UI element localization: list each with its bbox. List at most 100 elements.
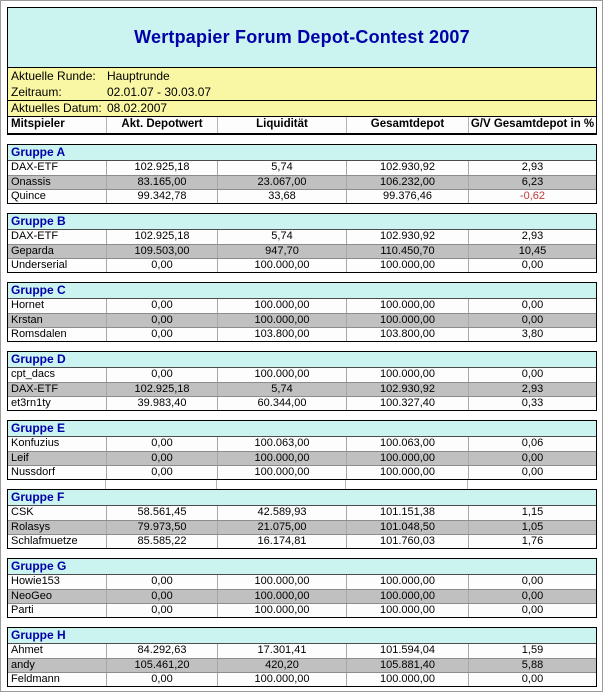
gesamtdepot-cell: 101.760,03 [346, 535, 468, 548]
player-row: Feldmann 0,00 100.000,00 100.000,00 0,00 [8, 672, 596, 686]
gv-cell: 1,05 [468, 521, 596, 534]
gv-cell: 1,76 [468, 535, 596, 548]
gap-rule [345, 480, 467, 489]
gap-rule [467, 480, 595, 489]
liquiditaet-cell: 947,70 [217, 245, 346, 258]
player-row: DAX-ETF 102.925,18 5,74 102.930,92 2,93 [8, 161, 596, 175]
gesamtdepot-cell: 105.881,40 [346, 659, 468, 672]
gesamtdepot-cell: 100.327,40 [346, 397, 468, 410]
group-gruppe-a: Gruppe A DAX-ETF 102.925,18 5,74 102.930,92 2… [7, 144, 597, 204]
group-gap [7, 411, 597, 420]
gv-cell: 6,23 [468, 176, 596, 189]
group-gap [7, 342, 597, 351]
player-row: Geparda 109.503,00 947,70 110.450,70 10,45 [8, 244, 596, 258]
akt-depotwert-cell: 0,00 [106, 466, 217, 479]
akt-depotwert-cell: 0,00 [106, 368, 217, 382]
akt-depotwert-cell: 83.165,00 [106, 176, 217, 189]
gesamtdepot-cell: 100.000,00 [346, 590, 468, 603]
info-row-datum: Aktuelles Datum: 08.02.2007 [8, 100, 596, 116]
info-value-runde: Hauptrunde [107, 69, 170, 83]
player-name-cell: Konfuzius [11, 437, 60, 449]
gesamtdepot-cell: 100.000,00 [346, 466, 468, 479]
akt-depotwert-cell: 0,00 [106, 259, 217, 272]
player-name-cell: Quince [11, 190, 46, 202]
gv-cell: -0,62 [468, 190, 596, 203]
player-name-cell: Romsdalen [11, 328, 67, 340]
gesamtdepot-cell: 100.063,00 [346, 437, 468, 451]
akt-depotwert-cell: 0,00 [106, 299, 217, 313]
akt-depotwert-cell: 84.292,63 [106, 644, 217, 658]
gv-cell: 1,15 [468, 506, 596, 520]
akt-depotwert-cell: 109.503,00 [106, 245, 217, 258]
liquiditaet-cell: 100.000,00 [217, 299, 346, 313]
gv-cell: 3,80 [468, 328, 596, 341]
player-row: Nussdorf 0,00 100.000,00 100.000,00 0,00 [8, 465, 596, 479]
gv-cell: 0,00 [468, 466, 596, 479]
liquiditaet-cell: 16.174,81 [217, 535, 346, 548]
info-value-datum: 08.02.2007 [107, 101, 168, 115]
info-panel: Aktuelle Runde: Hauptrunde Zeitraum: 02.… [7, 68, 597, 117]
player-row: Parti 0,00 100.000,00 100.000,00 0,00 [8, 603, 596, 617]
akt-depotwert-cell: 79.973,50 [106, 521, 217, 534]
gv-cell: 2,93 [468, 230, 596, 244]
gv-cell: 2,93 [468, 383, 596, 396]
akt-depotwert-cell: 105.461,20 [106, 659, 217, 672]
liquiditaet-cell: 100.000,00 [217, 575, 346, 589]
liquiditaet-cell: 33,68 [217, 190, 346, 203]
akt-depotwert-cell: 102.925,18 [106, 383, 217, 396]
gesamtdepot-cell: 100.000,00 [346, 299, 468, 313]
liquiditaet-cell: 17.301,41 [217, 644, 346, 658]
gap-rule [7, 480, 105, 489]
player-row: Schlafmuetze 85.585,22 16.174,81 101.760,03… [8, 534, 596, 548]
player-row: Underserial 0,00 100.000,00 100.000,00 0,00 [8, 258, 596, 272]
player-row: Romsdalen 0,00 103.800,00 103.800,00 3,80 [8, 327, 596, 341]
liquiditaet-cell: 100.000,00 [217, 314, 346, 327]
group-gruppe-f: Gruppe F CSK 58.561,45 42.589,93 101.151,38 1… [7, 489, 597, 549]
group-gap [7, 480, 597, 489]
liquiditaet-cell: 100.000,00 [217, 368, 346, 382]
column-header-row: Mitspieler Akt. Depotwert Liquidität Ges… [7, 117, 597, 135]
player-name-cell: cpt_dacs [11, 368, 56, 380]
gesamtdepot-cell: 100.000,00 [346, 368, 468, 382]
liquiditaet-cell: 100.000,00 [217, 452, 346, 465]
akt-depotwert-cell: 39.983,40 [106, 397, 217, 410]
liquiditaet-cell: 100.000,00 [217, 590, 346, 603]
gesamtdepot-cell: 99.376,46 [346, 190, 468, 203]
player-name-cell: andy [11, 659, 35, 671]
akt-depotwert-cell: 0,00 [106, 452, 217, 465]
gesamtdepot-cell: 101.151,38 [346, 506, 468, 520]
gv-cell: 0,00 [468, 452, 596, 465]
liquiditaet-cell: 21.075,00 [217, 521, 346, 534]
player-name-cell: Howie153 [11, 575, 60, 587]
player-row: Onassis 83.165,00 23.067,00 106.232,00 6,23 [8, 175, 596, 189]
player-name-cell: Nussdorf [11, 466, 56, 478]
liquiditaet-cell: 100.000,00 [217, 673, 346, 686]
player-row: Krstan 0,00 100.000,00 100.000,00 0,00 [8, 313, 596, 327]
liquiditaet-cell: 100.063,00 [217, 437, 346, 451]
gv-cell: 5,88 [468, 659, 596, 672]
group-gruppe-h: Gruppe H Ahmet 84.292,63 17.301,41 101.594,0… [7, 627, 597, 687]
gv-cell: 0,00 [468, 673, 596, 686]
info-row-runde: Aktuelle Runde: Hauptrunde [8, 68, 596, 84]
player-name-cell: Rolasys [11, 521, 51, 533]
column-header-akt-depotwert: Akt. Depotwert [106, 117, 217, 133]
gv-cell: 1,59 [468, 644, 596, 658]
player-row: Quince 99.342,78 33,68 99.376,46 -0,62 [8, 189, 596, 203]
player-row: Hornet 0,00 100.000,00 100.000,00 0,00 [8, 299, 596, 313]
page-title: Wertpapier Forum Depot-Contest 2007 [134, 27, 470, 47]
info-label-runde: Aktuelle Runde: [11, 69, 96, 83]
group-gruppe-e: Gruppe E Konfuzius 0,00 100.063,00 100.063,0… [7, 420, 597, 480]
gap-rule [105, 480, 216, 489]
player-row: NeoGeo 0,00 100.000,00 100.000,00 0,00 [8, 589, 596, 603]
player-name-cell: DAX-ETF [11, 383, 59, 395]
gesamtdepot-cell: 103.800,00 [346, 328, 468, 341]
akt-depotwert-cell: 0,00 [106, 604, 217, 617]
gesamtdepot-cell: 100.000,00 [346, 673, 468, 686]
liquiditaet-cell: 100.000,00 [217, 259, 346, 272]
player-row: DAX-ETF 102.925,18 5,74 102.930,92 2,93 [8, 230, 596, 244]
info-row-zeitraum: Zeitraum: 02.01.07 - 30.03.07 [8, 84, 596, 100]
gv-cell: 0,00 [468, 604, 596, 617]
player-name-cell: Onassis [11, 176, 51, 188]
